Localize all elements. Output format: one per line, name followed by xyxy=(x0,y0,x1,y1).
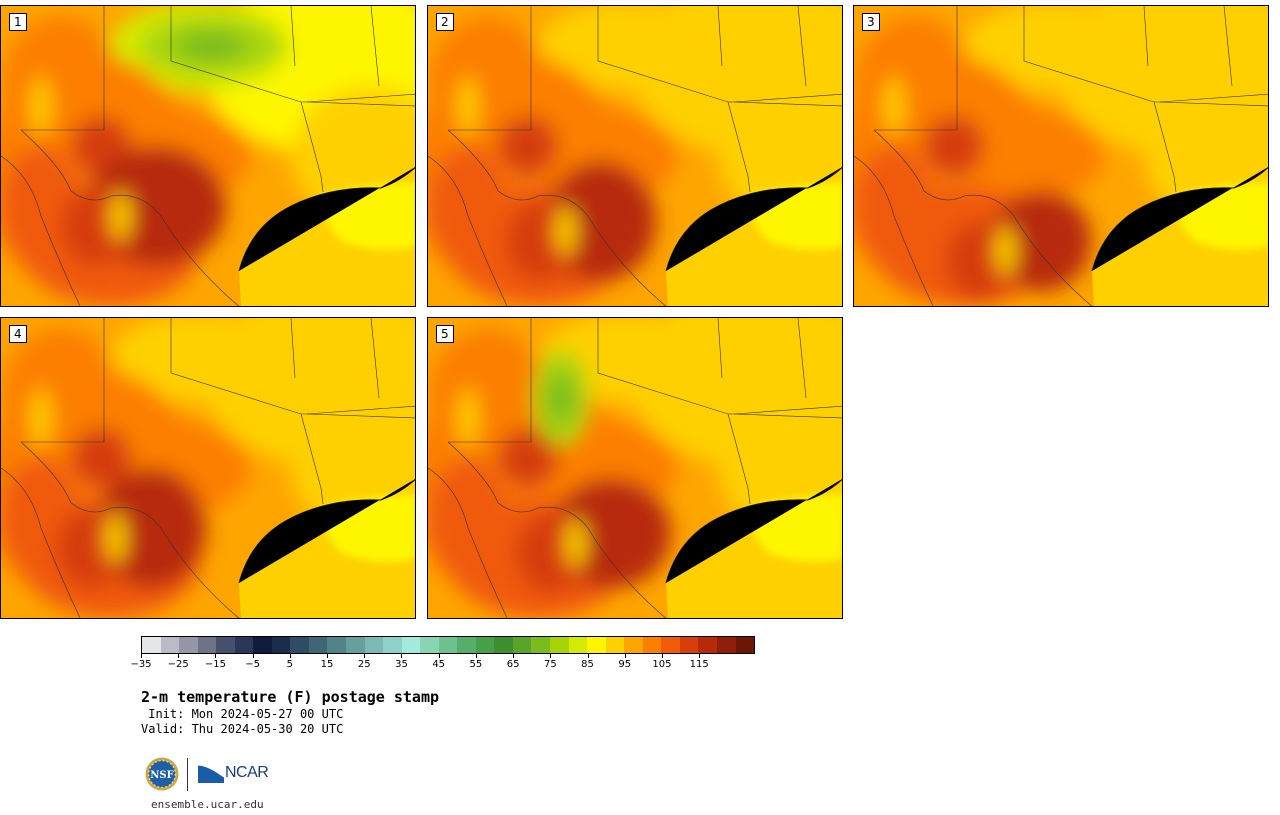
colorbar-swatch xyxy=(197,637,217,653)
colorbar-swatch xyxy=(346,637,365,653)
colorbar-tick xyxy=(327,654,329,658)
init-time: Init: Mon 2024-05-27 00 UTC xyxy=(141,707,344,721)
state-borders xyxy=(854,6,1268,306)
colorbar-swatch xyxy=(234,637,254,653)
colorbar-swatch xyxy=(587,637,606,653)
colorbar-swatch xyxy=(383,637,402,653)
colorbar-tick xyxy=(699,654,701,658)
colorbar-swatch xyxy=(308,637,328,653)
colorbar-tick-label: −5 xyxy=(245,659,260,670)
colorbar-tick-label: 55 xyxy=(469,659,483,670)
colorbar-swatch xyxy=(457,637,476,653)
colorbar-tick-label: 15 xyxy=(320,659,334,670)
stamp-panel-4: 4 xyxy=(0,317,416,619)
colorbar-tick-label: 75 xyxy=(543,659,557,670)
colorbar-swatch xyxy=(624,637,643,653)
colorbar-tick xyxy=(661,654,663,658)
colorbar-swatch xyxy=(160,637,180,653)
colorbar-swatch xyxy=(327,637,347,653)
logo-divider xyxy=(187,758,188,791)
stamp-number: 2 xyxy=(436,13,454,31)
colorbar-swatch xyxy=(271,637,291,653)
state-borders xyxy=(1,6,415,306)
colorbar-swatch xyxy=(679,637,699,653)
colorbar-tick-label: −35 xyxy=(130,659,152,670)
colorbar-swatch xyxy=(494,637,513,653)
colorbar-tick-label: 45 xyxy=(432,659,446,670)
colorbar-tick xyxy=(587,654,589,658)
stamp-number: 1 xyxy=(9,13,27,31)
ncar-logo-mark xyxy=(198,764,224,783)
colorbar-tick-label: −15 xyxy=(204,659,226,670)
colorbar-swatch xyxy=(698,637,717,653)
colorbar-tick xyxy=(624,654,626,658)
ncar-logo-text: NCAR xyxy=(225,764,269,781)
colorbar-tick-label: 25 xyxy=(357,659,371,670)
state-borders xyxy=(1,318,415,618)
colorbar-swatch xyxy=(475,637,495,653)
colorbar xyxy=(141,636,755,654)
colorbar-tick xyxy=(141,654,142,658)
colorbar-swatch xyxy=(512,637,532,653)
colorbar-swatch xyxy=(364,637,384,653)
stamp-panel-2: 2 xyxy=(427,5,843,307)
colorbar-swatch xyxy=(642,637,662,653)
colorbar-tick xyxy=(364,654,366,658)
valid-time: Valid: Thu 2024-05-30 20 UTC xyxy=(141,722,344,736)
colorbar-tick xyxy=(513,654,515,658)
colorbar-tick-label: 115 xyxy=(689,659,709,670)
colorbar-tick-label: 105 xyxy=(652,659,672,670)
temperature-map xyxy=(1,318,415,618)
colorbar-swatch xyxy=(605,637,625,653)
colorbar-swatch xyxy=(401,637,421,653)
colorbar-swatch xyxy=(568,637,588,653)
colorbar-tick-label: 5 xyxy=(286,659,294,670)
colorbar-tick xyxy=(475,654,477,658)
temperature-map xyxy=(428,318,842,618)
colorbar-swatch xyxy=(253,637,272,653)
colorbar-swatch xyxy=(661,637,680,653)
colorbar-swatch xyxy=(438,637,458,653)
nsf-logo-text: NSF xyxy=(150,770,173,781)
colorbar-swatch xyxy=(420,637,439,653)
colorbar-swatch xyxy=(716,637,736,653)
colorbar-swatch xyxy=(290,637,309,653)
colorbar-swatch xyxy=(216,637,235,653)
stamp-panel-3: 3 xyxy=(853,5,1269,307)
temperature-map xyxy=(428,6,842,306)
state-borders xyxy=(428,318,842,618)
nsf-logo: NSF xyxy=(145,757,179,791)
temperature-map xyxy=(1,6,415,306)
figure-title: 2-m temperature (F) postage stamp xyxy=(141,688,440,706)
colorbar-tick xyxy=(438,654,440,658)
colorbar-swatch xyxy=(179,637,198,653)
colorbar-tick-label: 65 xyxy=(506,659,520,670)
colorbar-tick xyxy=(252,654,254,658)
colorbar-tick-label: −25 xyxy=(167,659,189,670)
source-url: ensemble.ucar.edu xyxy=(151,798,264,811)
colorbar-tick xyxy=(550,654,552,658)
colorbar-tick xyxy=(215,654,217,658)
colorbar-tick xyxy=(289,654,291,658)
stamp-number: 3 xyxy=(862,13,880,31)
colorbar-tick-label: 85 xyxy=(581,659,594,670)
colorbar-swatch xyxy=(531,637,551,653)
colorbar-swatch xyxy=(142,637,161,653)
colorbar-swatch xyxy=(550,637,569,653)
stamp-panel-5: 5 xyxy=(427,317,843,619)
stamp-number: 5 xyxy=(436,325,454,343)
temperature-map xyxy=(854,6,1268,306)
stamp-number: 4 xyxy=(9,325,27,343)
colorbar-ticks: −35 −25 −15 −5 5 15 25 35 45 55 65 75 85 95 105 115 xyxy=(130,654,755,674)
stamp-panel-1: 1 xyxy=(0,5,416,307)
colorbar-swatch xyxy=(735,637,755,653)
colorbar-tick xyxy=(178,654,180,658)
colorbar-tick xyxy=(401,654,403,658)
colorbar-tick-label: 35 xyxy=(395,659,408,670)
ncar-logo: NCAR xyxy=(198,762,269,784)
state-borders xyxy=(428,6,842,306)
colorbar-tick-label: 95 xyxy=(618,659,632,670)
